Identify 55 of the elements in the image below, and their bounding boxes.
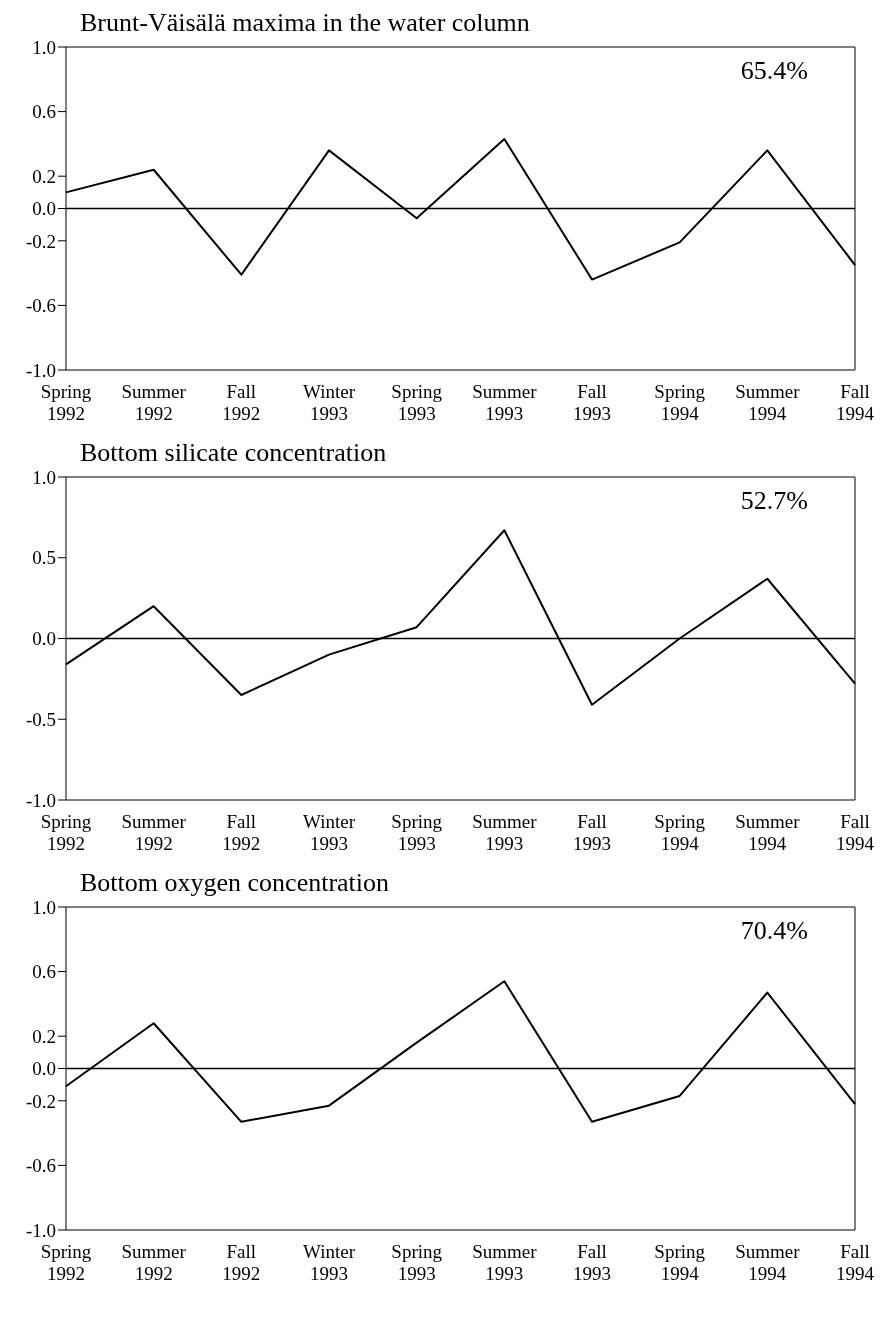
- y-tick-label: 1.0: [32, 36, 56, 58]
- x-tick-label: Spring 1994: [654, 1241, 706, 1284]
- x-tick-label: Fall 1992: [222, 811, 261, 854]
- x-tick-label: Fall 1994: [836, 381, 875, 424]
- x-tick-label: Spring 1992: [40, 1241, 92, 1284]
- x-tick-label: Summer 1992: [121, 381, 187, 424]
- x-tick-label: Summer 1993: [472, 1241, 538, 1284]
- x-tick-label: Fall 1994: [836, 1241, 875, 1284]
- y-tick-label: -1.0: [25, 1219, 56, 1241]
- x-tick-label: Summer 1993: [472, 811, 538, 854]
- x-tick-label: Spring 1993: [391, 811, 443, 854]
- x-tick-label: Spring 1994: [654, 381, 706, 424]
- x-tick-label: Spring 1993: [391, 381, 443, 424]
- y-tick-label: 0.0: [32, 628, 56, 650]
- x-tick-label: Summer 1993: [472, 381, 538, 424]
- y-tick-label: 0.2: [32, 165, 56, 187]
- x-tick-label: Fall 1992: [222, 381, 261, 424]
- y-tick-label: 0.6: [32, 101, 56, 123]
- y-tick-label: 1.0: [32, 466, 56, 488]
- x-tick-label: Winter 1993: [303, 381, 356, 424]
- x-tick-label: Spring 1993: [391, 1241, 443, 1284]
- x-tick-label: Spring 1992: [40, 811, 92, 854]
- x-tick-label: Winter 1993: [303, 811, 356, 854]
- y-tick-label: -0.5: [25, 708, 56, 730]
- x-tick-label: Fall 1994: [836, 811, 875, 854]
- annotation: 65.4%: [740, 56, 808, 86]
- y-tick-label: 1.0: [32, 896, 56, 918]
- x-tick-label: Summer 1992: [121, 1241, 187, 1284]
- y-tick-label: 0.2: [32, 1025, 56, 1047]
- x-tick-label: Spring 1992: [40, 381, 92, 424]
- x-tick-label: Summer 1992: [121, 811, 187, 854]
- y-tick-label: -0.2: [25, 1090, 56, 1112]
- y-tick-label: -1.0: [25, 789, 56, 811]
- chart-title: Brunt-Väisälä maxima in the water column: [80, 8, 531, 38]
- x-tick-label: Fall 1993: [573, 1241, 611, 1284]
- y-tick-label: -0.6: [25, 1155, 56, 1177]
- y-tick-label: 0.6: [32, 961, 56, 983]
- annotation: 52.7%: [740, 486, 808, 516]
- y-tick-label: -1.0: [25, 359, 56, 381]
- x-tick-label: Spring 1994: [654, 811, 706, 854]
- chart-title: Bottom oxygen concentration: [80, 868, 391, 898]
- y-tick-label: 0.5: [32, 547, 56, 569]
- x-tick-label: Summer 1994: [735, 811, 801, 854]
- annotation: 70.4%: [740, 916, 808, 946]
- y-tick-label: -0.6: [25, 295, 56, 317]
- x-tick-label: Fall 1993: [573, 811, 611, 854]
- x-tick-label: Summer 1994: [735, 1241, 801, 1284]
- y-tick-label: -0.2: [25, 230, 56, 252]
- chart-title: Bottom silicate concentration: [80, 438, 388, 468]
- x-tick-label: Fall 1993: [573, 381, 611, 424]
- y-tick-label: 0.0: [32, 1058, 56, 1080]
- x-tick-label: Summer 1994: [735, 381, 801, 424]
- y-tick-label: 0.0: [32, 198, 56, 220]
- x-tick-label: Fall 1992: [222, 1241, 261, 1284]
- x-tick-label: Winter 1993: [303, 1241, 356, 1284]
